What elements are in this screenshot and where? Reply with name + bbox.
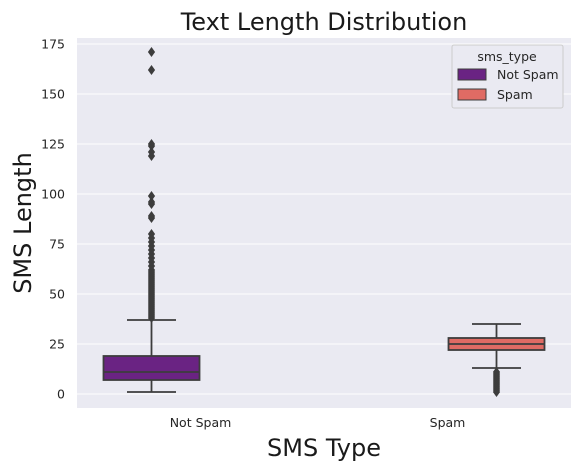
x-tick-labels: Not Spam Spam [170,415,466,430]
box-series [102,47,546,397]
y-tick-label: 125 [41,137,65,152]
outlier-point [147,139,156,149]
y-axis-label: SMS Length [9,152,37,294]
y-tick-labels: 0 25 50 75 100 125 150 175 [41,37,65,402]
outlier-point [147,197,156,207]
chart-title: Text Length Distribution [180,8,468,36]
y-tick-label: 25 [49,337,65,352]
x-tick-label: Not Spam [170,415,232,430]
legend-label-not-spam: Not Spam [497,67,559,82]
legend-label-spam: Spam [497,87,533,102]
outlier-point [147,47,156,57]
y-tick-label: 75 [49,237,65,252]
outlier-point [492,367,501,377]
y-tick-label: 175 [41,37,65,52]
legend: sms_type Not Spam Spam [451,44,564,109]
y-tick-label: 150 [41,87,65,102]
box-spam [447,323,546,397]
outlier-point [147,191,156,201]
box-iqr [102,355,201,381]
outlier-point [147,229,156,239]
box-not-spam [102,47,201,393]
y-tick-label: 0 [57,387,65,402]
y-tick-label: 50 [49,287,65,302]
y-tick-label: 100 [41,187,65,202]
x-axis-label: SMS Type [267,434,381,462]
outlier-point [147,65,156,75]
x-tick-label: Spam [430,415,466,430]
outlier-point [147,211,156,221]
legend-swatch-not-spam [457,68,487,81]
legend-title: sms_type [477,49,537,64]
legend-swatch-spam [457,88,487,101]
outlier-point [147,147,156,157]
